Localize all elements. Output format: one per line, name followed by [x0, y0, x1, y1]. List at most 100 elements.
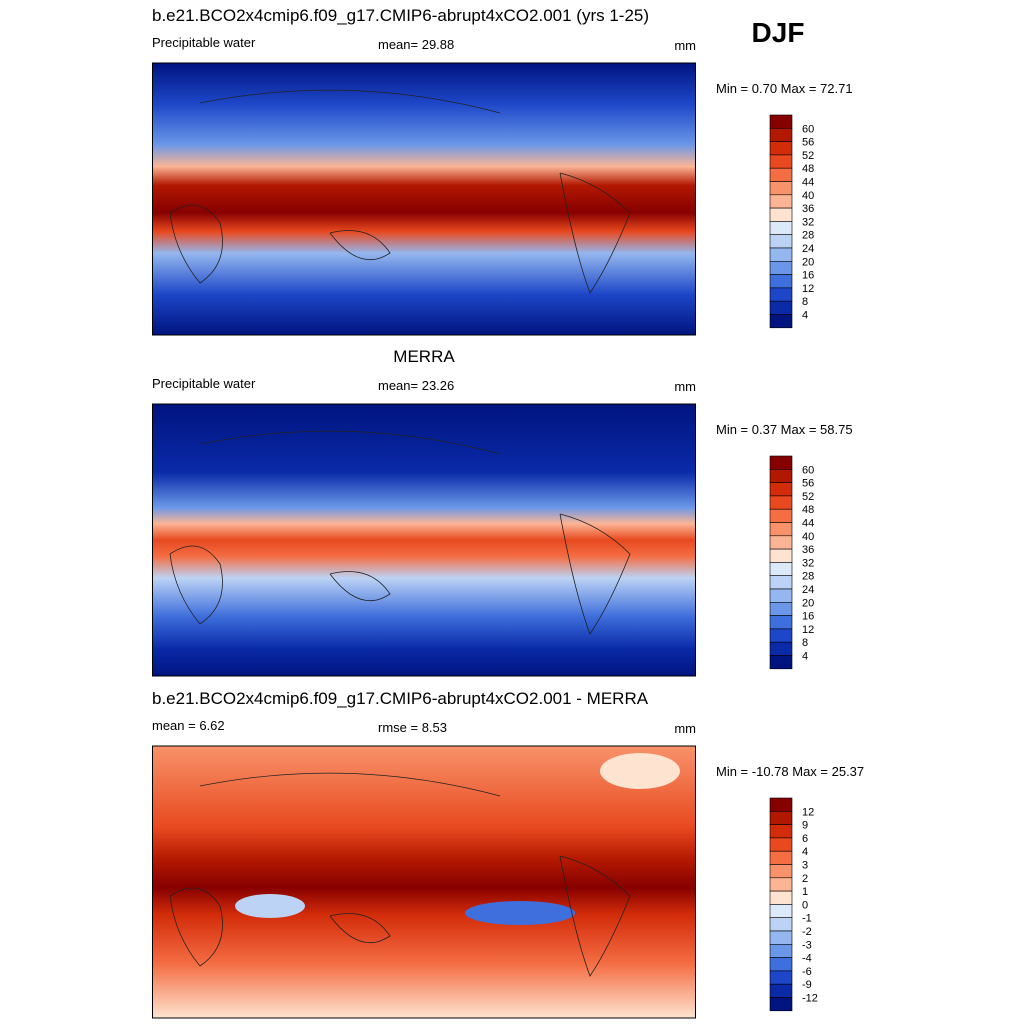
panel-center-label: rmse = 8.53	[378, 720, 447, 735]
colorbar-label: 2	[802, 873, 808, 885]
colorbar-label: 56	[802, 137, 814, 149]
colorbar-label: 32	[802, 557, 814, 569]
map-anomaly	[600, 753, 680, 789]
panel-units: mm	[674, 379, 696, 394]
colorbar-label: 1	[802, 886, 808, 898]
colorbar-box	[769, 508, 793, 523]
colorbar-box	[769, 300, 793, 315]
panel-center-label: mean= 23.26	[378, 378, 454, 393]
colorbar-box	[769, 970, 793, 985]
map-frame	[152, 745, 696, 1019]
colorbar-box	[769, 601, 793, 616]
colorbar-box	[769, 850, 793, 865]
colorbar-label: 8	[802, 637, 808, 649]
colorbar-box	[769, 274, 793, 289]
panel-units: mm	[674, 721, 696, 736]
colorbar-label: 16	[802, 611, 814, 623]
colorbar-box	[769, 824, 793, 839]
colorbar-label: 56	[802, 478, 814, 490]
colorbar-label: 44	[802, 518, 814, 530]
colorbar-label: 12	[802, 624, 814, 636]
colorbar-label: 36	[802, 544, 814, 556]
colorbar-label: 3	[802, 860, 808, 872]
colorbar-label: 0	[802, 899, 808, 911]
colorbar-box	[769, 247, 793, 262]
colorbar-label: 48	[802, 504, 814, 516]
panel-title: b.e21.BCO2x4cmip6.f09_g17.CMIP6-abrupt4x…	[152, 689, 649, 708]
colorbar-box	[769, 904, 793, 919]
colorbar-box	[769, 234, 793, 249]
colorbar-box	[769, 917, 793, 932]
colorbar-box	[769, 287, 793, 302]
colorbar-box	[769, 655, 793, 670]
colorbar-label: 28	[802, 571, 814, 583]
panel-center-label: mean= 29.88	[378, 37, 454, 52]
colorbar-label: -4	[802, 953, 812, 965]
colorbar-box	[769, 890, 793, 905]
colorbar-label: 28	[802, 230, 814, 242]
colorbar-box	[769, 522, 793, 537]
colorbar-label: 4	[802, 846, 808, 858]
colorbar-box	[769, 455, 793, 470]
colorbar-box	[769, 114, 793, 129]
colorbar-box	[769, 575, 793, 590]
colorbar-box	[769, 548, 793, 563]
colorbar-label: 4	[802, 310, 808, 322]
colorbar-box	[769, 810, 793, 825]
colorbar-label: 20	[802, 597, 814, 609]
panel-title: b.e21.BCO2x4cmip6.f09_g17.CMIP6-abrupt4x…	[152, 6, 649, 25]
colorbar-box	[769, 482, 793, 497]
colorbar-label: 24	[802, 243, 814, 255]
colorbar-label: 6	[802, 833, 808, 845]
map-field	[153, 746, 696, 1018]
colorbar-box	[769, 154, 793, 169]
panel-units: mm	[674, 38, 696, 53]
colorbar-box	[769, 997, 793, 1012]
colorbar-box	[769, 314, 793, 329]
colorbar-box	[769, 207, 793, 222]
colorbar-label: 12	[802, 283, 814, 295]
colorbar-box	[769, 628, 793, 643]
colorbar-label: 12	[802, 806, 814, 818]
colorbar-box	[769, 837, 793, 852]
colorbar-label: -12	[802, 993, 818, 1005]
coastline	[169, 430, 631, 635]
colorbar-label: 36	[802, 203, 814, 215]
colorbar-label: -6	[802, 966, 812, 978]
map-anomaly	[235, 894, 305, 918]
colorbar-label: 8	[802, 296, 808, 308]
colorbar-box	[769, 943, 793, 958]
map-frame	[152, 403, 696, 677]
coastline	[169, 772, 631, 977]
colorbar-label: -2	[802, 926, 812, 938]
colorbar-label: -3	[802, 939, 812, 951]
colorbar-box	[769, 641, 793, 656]
panel-left-label: mean = 6.62	[152, 718, 225, 733]
colorbar-label: 16	[802, 270, 814, 282]
colorbar-label: 52	[802, 150, 814, 162]
colorbar-label: 40	[802, 531, 814, 543]
colorbar-box	[769, 141, 793, 156]
colorbar-label: 24	[802, 584, 814, 596]
colorbar-box	[769, 221, 793, 235]
colorbar-label: -9	[802, 979, 812, 991]
figure-label: DJF	[752, 17, 805, 48]
colorbar-label: 20	[802, 256, 814, 268]
colorbar-box	[769, 128, 793, 142]
colorbar-box	[769, 930, 793, 945]
panel-left-label: Precipitable water	[152, 376, 256, 391]
colorbar-box	[769, 877, 793, 892]
colorbar-box	[769, 468, 793, 483]
colorbar-label: 52	[802, 491, 814, 503]
min-max: Min = 0.37 Max = 58.75	[716, 422, 853, 437]
colorbar-box	[769, 797, 793, 812]
colorbar-box	[769, 957, 793, 972]
panel-title: MERRA	[393, 347, 455, 366]
colorbar-label: 60	[802, 123, 814, 135]
colorbar-label: 40	[802, 190, 814, 202]
panel-left-label: Precipitable water	[152, 35, 256, 50]
coastline	[169, 89, 631, 294]
map-field	[153, 404, 696, 676]
colorbar-label: 44	[802, 177, 814, 189]
min-max: Min = 0.70 Max = 72.71	[716, 81, 853, 96]
